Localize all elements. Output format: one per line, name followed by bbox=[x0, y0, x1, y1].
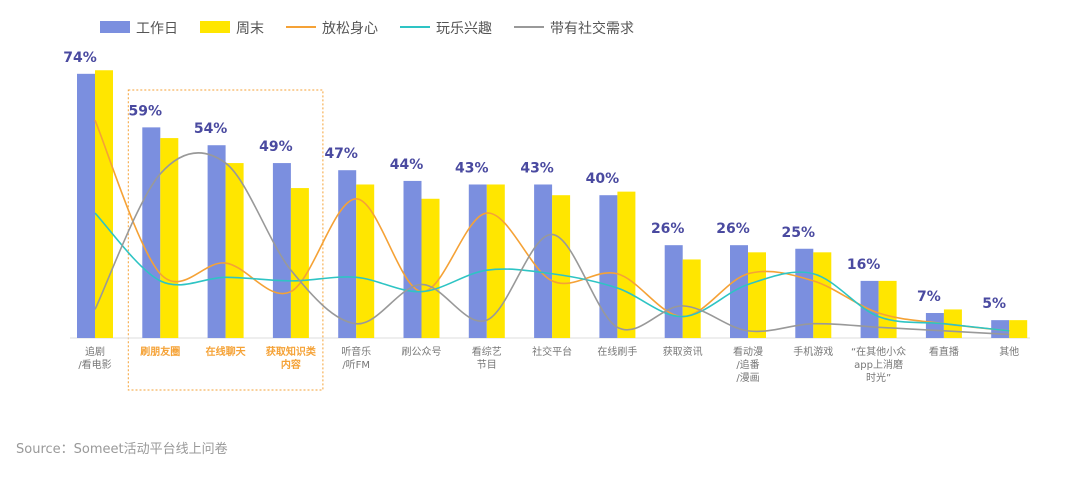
bar bbox=[552, 195, 571, 338]
x-tick-label: 看综艺 节目 bbox=[471, 347, 502, 371]
highlight-box bbox=[127, 89, 324, 391]
line bbox=[94, 152, 1010, 336]
legend-swatch bbox=[100, 21, 130, 33]
value-label: 40% bbox=[586, 171, 620, 187]
value-label: 74% bbox=[63, 50, 97, 66]
legend-label: 放松身心 bbox=[322, 21, 378, 37]
x-tick-label: 看直播 bbox=[928, 347, 959, 358]
x-tick-label: “在其他小众 app上消磨 时光” bbox=[851, 347, 907, 384]
bar bbox=[617, 191, 636, 338]
value-label: 54% bbox=[194, 121, 228, 137]
x-tick-label: 听音乐 /听FM bbox=[341, 347, 372, 371]
x-tick-label: 获取资讯 bbox=[662, 347, 703, 358]
bar bbox=[486, 184, 505, 338]
source: Source：Someet活动平台线上问卷 bbox=[16, 442, 228, 457]
x-tick-label: 在线聊天 bbox=[205, 347, 246, 358]
bar bbox=[160, 138, 179, 338]
value-label: 26% bbox=[716, 221, 750, 237]
bar bbox=[730, 245, 748, 338]
value-label: 25% bbox=[782, 225, 816, 241]
value-label: 44% bbox=[390, 157, 424, 173]
x-tick-label: 刷公众号 bbox=[401, 347, 442, 358]
bar bbox=[748, 252, 766, 338]
bar bbox=[664, 245, 683, 338]
bar bbox=[599, 195, 618, 338]
value-label: 47% bbox=[324, 146, 358, 162]
x-tick-label: 刷朋友圈 bbox=[140, 347, 181, 358]
bar bbox=[403, 180, 422, 338]
bar bbox=[1009, 320, 1028, 338]
x-tick-label: 其他 bbox=[999, 347, 1020, 358]
x-tick-label: 看动漫 /追番 /漫画 bbox=[733, 347, 763, 384]
bar bbox=[813, 252, 832, 338]
bar bbox=[534, 184, 553, 338]
bar bbox=[207, 145, 226, 338]
bar bbox=[272, 163, 291, 338]
legend-label: 带有社交需求 bbox=[550, 21, 634, 37]
x-tick-label: 社交平台 bbox=[532, 347, 573, 358]
legend-label: 玩乐兴趣 bbox=[436, 21, 492, 37]
value-label: 26% bbox=[651, 221, 685, 237]
x-tick-label: 获取知识类 内容 bbox=[265, 347, 316, 371]
bar bbox=[795, 248, 814, 338]
bar bbox=[356, 184, 375, 338]
x-tick-label: 追剧 /看电影 bbox=[78, 347, 112, 371]
value-label: 59% bbox=[129, 103, 163, 119]
value-label: 7% bbox=[917, 289, 941, 305]
bar bbox=[225, 163, 244, 338]
line bbox=[94, 119, 1010, 332]
bar bbox=[925, 313, 944, 338]
value-label: 43% bbox=[455, 160, 489, 176]
value-label: 16% bbox=[847, 257, 881, 273]
x-tick-label: 手机游戏 bbox=[793, 347, 834, 358]
bar bbox=[421, 198, 440, 338]
x-tick-label: 在线刷手 bbox=[597, 347, 638, 358]
bar bbox=[142, 127, 161, 339]
bar bbox=[338, 170, 357, 338]
legend-label: 工作日 bbox=[136, 21, 178, 37]
bar bbox=[682, 259, 701, 338]
value-label: 43% bbox=[520, 160, 554, 176]
value-label: 5% bbox=[982, 296, 1006, 312]
bar bbox=[77, 73, 95, 338]
bar bbox=[290, 188, 309, 338]
legend-label: 周末 bbox=[236, 21, 264, 37]
bar bbox=[468, 184, 487, 338]
legend-swatch bbox=[200, 21, 230, 33]
bar bbox=[878, 280, 897, 338]
bar bbox=[95, 70, 113, 338]
line bbox=[94, 212, 1010, 332]
value-label: 49% bbox=[259, 139, 293, 155]
